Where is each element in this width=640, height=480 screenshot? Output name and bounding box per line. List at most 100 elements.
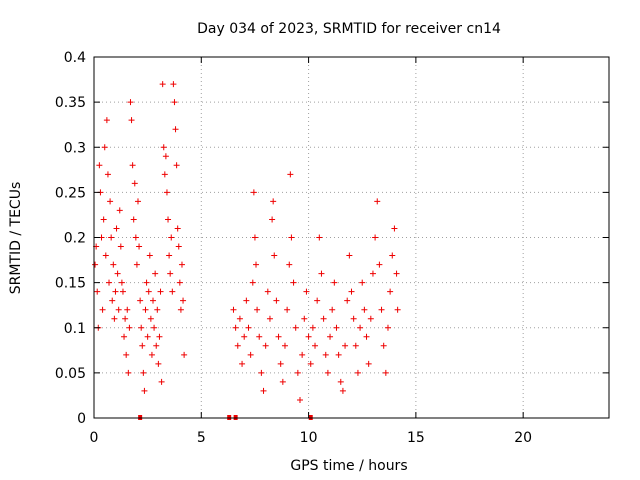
x-tick-label: 0 [90,430,99,446]
data-point [112,288,119,295]
data-point [131,180,138,187]
data-point [111,315,118,322]
data-point [107,198,114,205]
data-point [165,216,172,223]
data-point [258,369,265,376]
data-point [247,351,254,358]
data-point [303,288,310,295]
data-point [256,333,263,340]
data-point [245,324,252,331]
data-point [361,306,368,313]
data-point [333,324,340,331]
data-point [279,378,286,385]
data-point [102,252,109,259]
data-point [171,99,178,106]
data-point [147,315,154,322]
data-point [239,360,246,367]
x-tick-label: 10 [300,430,318,446]
y-tick-label: 0.25 [55,185,86,201]
data-point [365,360,372,367]
data-point [250,189,257,196]
data-point [118,279,125,286]
data-point [374,198,381,205]
y-tick-label: 0 [77,411,86,427]
data-point [139,342,146,349]
data-point [287,171,294,178]
y-tick-label: 0.1 [64,321,86,337]
data-point [152,270,159,277]
data-point [172,126,179,133]
chart-title: Day 034 of 2023, SRMTID for receiver cn1… [197,21,501,37]
data-point [297,396,303,403]
data-point [380,342,387,349]
data-point [363,333,370,340]
data-point [372,234,379,241]
data-point [141,387,148,394]
data-point [384,324,391,331]
data-point [137,297,144,304]
data-point [367,315,374,322]
x-axis-label: GPS time / hours [290,458,407,474]
data-point [339,387,346,394]
data-point [92,261,99,268]
data-point [121,333,128,340]
data-point [136,243,143,250]
data-point [357,324,364,331]
data-point [281,342,288,349]
data-point [290,279,297,286]
data-point [275,333,282,340]
data-point [96,162,103,169]
data-point [126,324,133,331]
data-point [307,360,314,367]
data-point [113,225,120,232]
data-point [166,252,173,259]
data-point [299,351,306,358]
data-point [234,342,241,349]
data-point [327,333,334,340]
data-point [241,333,248,340]
data-point [144,333,151,340]
data-point [344,297,351,304]
data-point [104,171,111,178]
data-point [178,261,185,268]
data-point [109,297,116,304]
data-point [254,306,261,313]
data-point [170,81,177,88]
data-point [176,279,183,286]
data-point [106,279,113,286]
data-point [369,270,376,277]
data-point [309,324,316,331]
data-point [266,315,273,322]
data-point [354,369,361,376]
data-point [292,324,299,331]
data-point [342,342,349,349]
data-point [243,297,250,304]
data-point [162,153,169,160]
data-point [155,360,162,367]
data-point [151,324,158,331]
data-point [376,261,383,268]
data-point [99,306,106,313]
data-point [320,315,327,322]
data-point [167,270,174,277]
data-point [251,234,258,241]
data-point [177,306,184,313]
data-point [103,117,110,124]
data-point [249,279,256,286]
data-point [301,315,308,322]
y-tick-label: 0.35 [55,95,86,111]
data-point [163,189,170,196]
data-point [148,351,155,358]
axis-ticks: 0 5 10 15 20 0 0.05 0.1 0.15 0.2 0.25 0.3 0.35 0.4 [55,50,609,446]
data-point [158,378,165,385]
data-point [140,369,147,376]
data-point [260,387,267,394]
data-point [387,288,394,295]
data-point [335,351,342,358]
data-point [346,252,353,259]
data-point [337,378,344,385]
data-point [157,288,164,295]
data-point [352,342,359,349]
data-point [382,369,389,376]
